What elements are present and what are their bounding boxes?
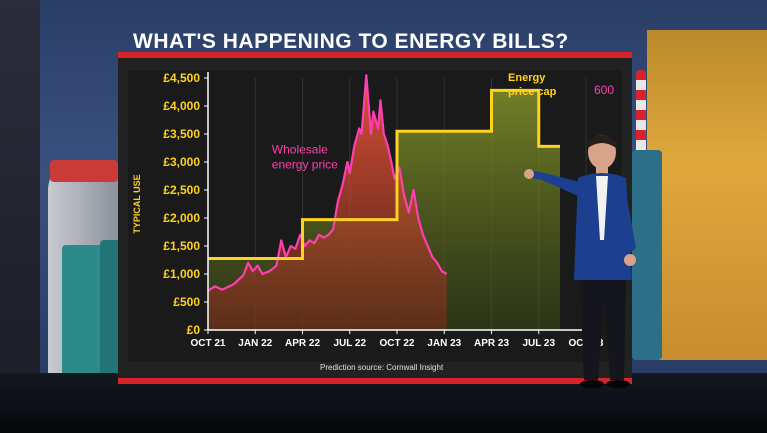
wholesale-annotation: energy price	[272, 158, 338, 172]
x-tick-label: JUL 22	[333, 338, 366, 349]
wholesale-annotation: Wholesale	[272, 143, 328, 157]
x-tick-label: OCT 21	[190, 338, 225, 349]
price-cap-annotation: price cap	[508, 86, 557, 98]
y-tick-label: £0	[187, 323, 201, 337]
y-axis-title: TYPICAL USE	[132, 174, 142, 233]
y-tick-label: £4,500	[163, 71, 200, 85]
studio-left-panel	[0, 0, 40, 433]
factory-shape	[632, 150, 662, 360]
cooling-tower-band-shape	[50, 160, 118, 182]
y-tick-label: £1,000	[163, 267, 200, 281]
y-tick-label: £1,500	[163, 239, 200, 253]
energy-bills-chart: £0 £500 £1,000 £1,500 £2,000 £2,500 £3,000 £3,5…	[132, 71, 614, 349]
y-tick-label: £2,500	[163, 183, 200, 197]
x-tick-label: APR 22	[285, 338, 320, 349]
x-tick-label: OCT 22	[379, 338, 414, 349]
y-tick-label: £3,500	[163, 127, 200, 141]
x-tick-label: JUL 23	[522, 338, 555, 349]
y-tick-label: £2,000	[163, 211, 200, 225]
storage-tank-shape	[62, 245, 104, 395]
chart-title: WHAT'S HAPPENING TO ENERGY BILLS?	[133, 30, 569, 53]
wholesale-area	[208, 75, 447, 330]
y-tick-label: £4,000	[163, 99, 200, 113]
studio-right-panel	[647, 30, 767, 360]
presenter-figure	[524, 135, 636, 388]
chimney-shape	[636, 70, 646, 190]
wholesale-price-line	[207, 74, 448, 292]
x-tick-label: APR 23	[474, 338, 509, 349]
x-tick-label: JAN 23	[427, 338, 461, 349]
source-note: Prediction source: Cornwall Insight	[320, 363, 444, 372]
price-cap-line	[208, 88, 561, 260]
price-cap-annotation: Energy	[508, 72, 546, 84]
right-axis-label: 600	[594, 83, 614, 97]
y-tick-label: £3,000	[163, 155, 200, 169]
y-tick-label: £500	[173, 295, 200, 309]
x-tick-label: JAN 22	[238, 338, 272, 349]
